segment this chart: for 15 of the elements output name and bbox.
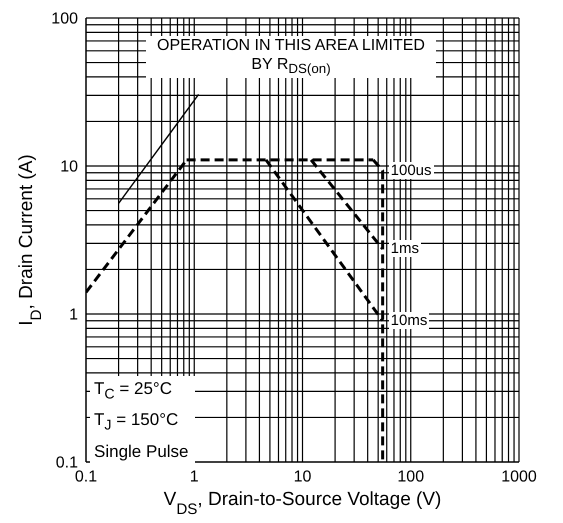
series-label: 1ms bbox=[388, 240, 421, 257]
annotation: T$_{J}$ = 150°C bbox=[94, 409, 180, 436]
series-label: 10ms bbox=[388, 312, 430, 329]
y-tick-label: 100 bbox=[51, 10, 78, 28]
annotation: OPERATION IN THIS AREA LIMITED BY R$_{DS(on)}$ bbox=[146, 36, 436, 78]
annotation: Single Pulse bbox=[94, 440, 189, 463]
y-tick-label: 1 bbox=[69, 306, 78, 324]
y-tick-label: 10 bbox=[60, 158, 78, 176]
series-label: 100us bbox=[388, 162, 434, 179]
x-tick-label: 1 bbox=[190, 468, 199, 486]
x-tick-label: 10 bbox=[294, 468, 312, 486]
annotation: T$_{C}$ = 25°C bbox=[94, 378, 173, 404]
x-tick-label: 1000 bbox=[501, 468, 537, 486]
x-tick-label: 100 bbox=[397, 468, 424, 486]
x-axis-title: V$_{DS}$, Drain-to-Source Voltage (V) bbox=[164, 489, 442, 518]
